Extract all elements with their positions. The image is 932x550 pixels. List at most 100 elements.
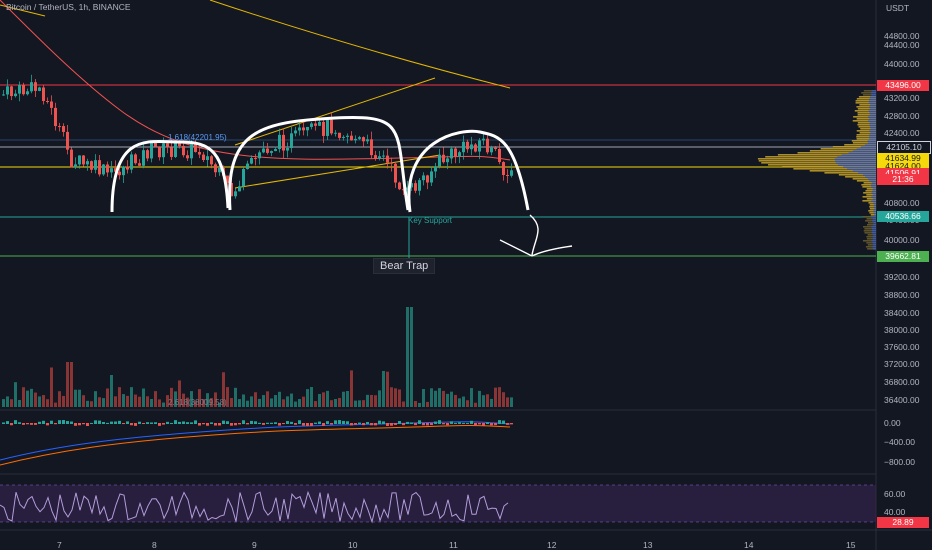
macd-bar [310, 423, 313, 426]
macd-bar [110, 421, 113, 424]
candle-body [406, 187, 409, 190]
profile-bar-buy [871, 240, 876, 242]
profile-bar [852, 178, 876, 180]
macd-bar [342, 420, 345, 424]
candle-body [182, 145, 185, 156]
profile-bar-buy [872, 246, 876, 248]
candle-body [334, 132, 337, 134]
currency-label[interactable]: USDT [886, 3, 910, 13]
candle-body [278, 134, 281, 150]
candle-body [506, 174, 509, 176]
candle-body [10, 86, 13, 97]
candle-body [462, 141, 465, 153]
profile-bar [856, 106, 876, 108]
volume-profile [757, 90, 876, 250]
profile-bar [856, 98, 876, 100]
profile-bar-buy [872, 220, 876, 222]
candle-body [190, 143, 193, 159]
candle-body [306, 126, 309, 131]
candle-body [174, 142, 177, 157]
volume-bar [306, 389, 309, 407]
volume-bar [462, 396, 465, 407]
volume-bar [278, 391, 281, 407]
profile-bar [863, 226, 876, 228]
price-tick: 44000.00 [884, 59, 920, 69]
volume-bar [430, 388, 433, 407]
trendline-lower[interactable] [234, 154, 441, 189]
volume-bar [178, 380, 181, 407]
volume-bar [458, 398, 461, 407]
candle-body [302, 127, 305, 131]
volume-bar [94, 391, 97, 407]
profile-bar [869, 206, 876, 208]
candlestick-series [2, 74, 513, 199]
macd-bar [90, 422, 93, 424]
profile-bar-buy [870, 96, 876, 98]
volume-bar [370, 394, 373, 407]
volume-bar [158, 399, 161, 407]
trendline-yellow[interactable] [0, 4, 46, 17]
trendline-upper[interactable] [234, 77, 436, 146]
volume-bar [350, 370, 353, 407]
macd-bar [134, 423, 137, 426]
candle-body [426, 175, 429, 183]
candle-body [114, 168, 117, 172]
profile-bar-buy [856, 148, 876, 150]
macd-bar [490, 423, 493, 426]
volume-bar [142, 388, 145, 407]
macd-bar [162, 423, 165, 425]
volume-bar [58, 391, 61, 407]
drawn-arc-right[interactable] [407, 129, 530, 213]
macd-bar [78, 423, 81, 426]
candle-body [118, 171, 121, 176]
macd-bar [38, 421, 41, 424]
macd-bar [186, 422, 189, 424]
profile-bar [868, 210, 876, 212]
macd-bar [10, 423, 13, 426]
profile-bar-buy [869, 126, 876, 128]
volume-bar [506, 397, 509, 407]
price-tag: 41506.91 [877, 168, 929, 179]
profile-bar-buy [838, 164, 876, 166]
candle-body [362, 137, 365, 142]
macd-bar [94, 420, 97, 424]
candle-body [150, 142, 153, 159]
candle-body [78, 155, 81, 165]
volume-fib-label: 2.618(38009.58) [168, 398, 227, 407]
date-tick: 10 [348, 540, 358, 550]
candle-body [498, 148, 501, 163]
macd-bar [394, 423, 397, 425]
drawn-arc-head[interactable] [228, 115, 410, 211]
candle-body [178, 142, 181, 146]
macd-bar [286, 421, 289, 424]
drawn-arc-left[interactable] [110, 139, 230, 213]
volume-bar [202, 399, 205, 407]
profile-bar-buy [868, 110, 876, 112]
candle-body [246, 163, 249, 170]
drawn-arrow[interactable] [499, 214, 573, 257]
candle-body [34, 82, 37, 91]
price-tag: 39662.81 [877, 251, 929, 262]
candle-body [486, 138, 489, 153]
volume-bar [474, 402, 477, 407]
candle-body [466, 141, 469, 150]
volume-bar [218, 402, 221, 407]
volume-bar [122, 394, 125, 407]
volume-bar [326, 390, 329, 407]
volume-bar [422, 389, 425, 407]
candle-body [26, 91, 29, 95]
macd-bar [498, 420, 501, 424]
candle-body [386, 155, 389, 163]
candle-body [242, 169, 245, 187]
macd-bar [474, 423, 477, 426]
price-tick: 40000.00 [884, 235, 920, 245]
profile-bar-buy [834, 158, 876, 160]
profile-bar-buy [871, 186, 876, 188]
profile-bar [862, 196, 876, 198]
profile-bar-buy [873, 202, 876, 204]
candle-body [266, 148, 269, 153]
volume-bar [18, 399, 21, 407]
price-tick: 39200.00 [884, 272, 920, 282]
candle-body [202, 154, 205, 160]
